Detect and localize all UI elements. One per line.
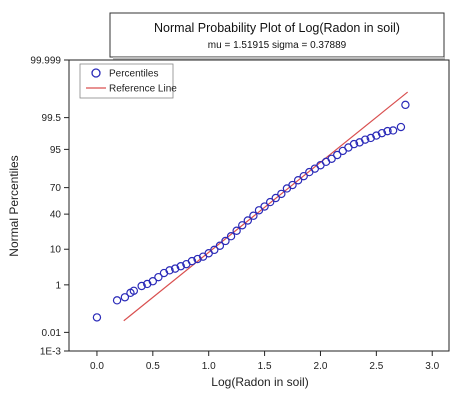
title-box-shadow [113,57,445,60]
percentile-point [383,126,392,136]
x-axis: 0.0 0.5 1.0 1.5 2.0 2.5 3.0 [90,351,440,372]
percentile-point [299,171,308,181]
percentile-point [349,139,359,149]
y-tick-label: 1E-3 [40,347,62,358]
title-box [109,12,445,58]
y-tick-label: 99.5 [42,113,62,124]
reference-line-layer [123,91,409,322]
y-tick-label: 70 [50,183,62,194]
percentile-point [238,221,247,230]
legend: Percentiles Reference Line [79,63,177,99]
percentile-point [137,281,146,291]
reference-line [123,91,409,322]
x-tick-label: 1.0 [202,361,216,372]
percentile-point [187,256,197,266]
percentile-point [170,264,180,273]
percentile-point [293,176,303,185]
y-tick-label: 40 [50,210,62,221]
x-tick-label: 0.5 [146,361,160,372]
percentile-point [265,197,275,207]
y-tick-label: 1 [55,280,61,291]
percentile-point [120,293,130,302]
percentile-point [193,254,202,264]
percentile-point [210,245,219,255]
percentile-point [260,202,269,211]
percentile-point [333,150,342,160]
x-tick-label: 2.0 [314,361,328,372]
chart-subtitle: mu = 1.51915 sigma = 0.37889 [208,40,347,51]
percentile-point [176,262,185,271]
percentile-point [360,135,370,144]
percentile-point [249,211,258,220]
percentile-point [226,232,236,241]
percentile-point [92,313,102,322]
percentile-point [215,241,225,250]
percentile-point [221,236,230,246]
percentile-point [366,133,375,143]
y-tick-label: 0.01 [42,328,62,339]
percentile-point [243,216,253,225]
x-tick-label: 1.5 [258,361,272,372]
percentile-point [401,100,410,110]
legend-percentiles-label: Percentiles [109,69,158,80]
y-axis: 99.999 99.5 95 70 40 10 1 0.01 1E-3 [30,56,69,358]
percentile-point [232,226,241,235]
x-tick-label: 3.0 [425,361,439,372]
percentile-point [377,128,387,138]
x-axis-title: Log(Radon in soil) [211,375,308,389]
percentile-point [271,193,280,203]
plot-frame [68,59,450,352]
percentile-point [396,122,406,132]
percentile-point [372,131,381,140]
percentile-point [388,126,398,135]
chart-title: Normal Probability Plot of Log(Radon in … [154,21,400,35]
percentile-point [277,189,286,199]
percentile-points-layer [92,100,410,322]
y-tick-label: 95 [50,145,62,156]
percentile-point [165,266,174,275]
x-tick-label: 2.5 [369,361,383,372]
legend-percentiles-marker [91,68,101,78]
percentile-point [154,272,163,282]
x-tick-label: 0.0 [90,361,104,372]
percentile-point [148,277,158,286]
y-tick-label: 10 [50,245,62,256]
y-tick-label: 99.999 [30,56,61,67]
percentile-point [288,180,297,190]
y-axis-title: Normal Percentiles [7,155,21,256]
percentile-point [112,296,122,305]
percentile-point [129,286,139,295]
percentile-point [254,206,264,215]
legend-reference-line-label: Reference Line [109,84,177,95]
percentile-point [327,154,336,163]
